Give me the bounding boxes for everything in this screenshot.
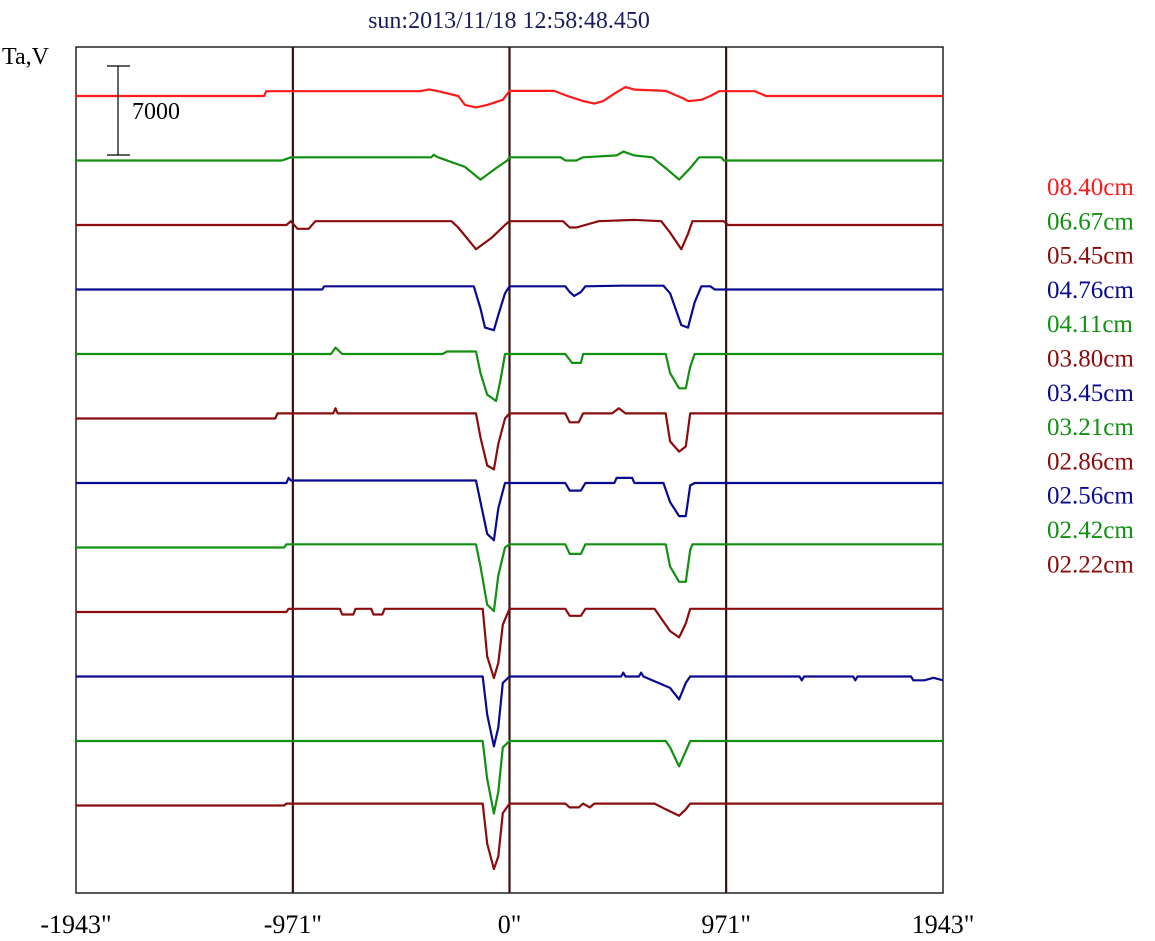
x-tick-label-2: 0" <box>498 910 522 939</box>
x-tick-label-0: -1943" <box>40 910 111 939</box>
series-group <box>76 85 944 871</box>
x-tick-label-1: -971" <box>264 910 322 939</box>
legend-item-1: 06.67cm <box>1047 208 1134 235</box>
series-line-04.11cm <box>76 346 943 403</box>
series-line-02.56cm <box>76 671 944 748</box>
y-axis-label: Ta,V <box>2 44 50 70</box>
legend-item-6: 03.45cm <box>1047 380 1134 407</box>
x-tick-labels: -1943" -971" 0" 971" 1943" <box>40 910 974 939</box>
series-line-02.22cm <box>76 802 943 871</box>
legend-item-4: 04.11cm <box>1047 311 1133 338</box>
legend-item-5: 03.80cm <box>1047 346 1134 373</box>
legend-item-7: 03.21cm <box>1047 414 1134 441</box>
scale-bar: 7000 <box>107 65 180 156</box>
legend-item-3: 04.76cm <box>1047 277 1134 304</box>
series-line-03.80cm <box>76 407 943 471</box>
series-line-03.45cm <box>76 476 943 542</box>
legend-item-10: 02.42cm <box>1047 517 1134 544</box>
chart-title: sun:2013/11/18 12:58:48.450 <box>368 8 650 34</box>
series-line-02.42cm <box>76 739 943 815</box>
x-tick-label-3: 971" <box>701 910 751 939</box>
x-tick-label-4: 1943" <box>912 910 975 939</box>
series-line-06.67cm <box>76 150 943 181</box>
scale-bar-label: 7000 <box>132 99 180 125</box>
series-line-02.86cm <box>76 607 943 680</box>
series-line-03.21cm <box>76 543 943 613</box>
legend-item-9: 02.56cm <box>1047 483 1134 510</box>
series-line-04.76cm <box>76 284 943 332</box>
series-line-08.40cm <box>76 85 943 109</box>
legend-item-11: 02.22cm <box>1047 551 1134 578</box>
legend-item-0: 08.40cm <box>1047 174 1134 201</box>
legend: 08.40cm 06.67cm 05.45cm 04.76cm 04.11cm 03.80… <box>1047 174 1134 578</box>
series-line-05.45cm <box>76 218 943 251</box>
legend-item-2: 05.45cm <box>1047 243 1134 270</box>
legend-item-8: 02.86cm <box>1047 448 1134 475</box>
vertical-reference-lines <box>291 47 728 893</box>
